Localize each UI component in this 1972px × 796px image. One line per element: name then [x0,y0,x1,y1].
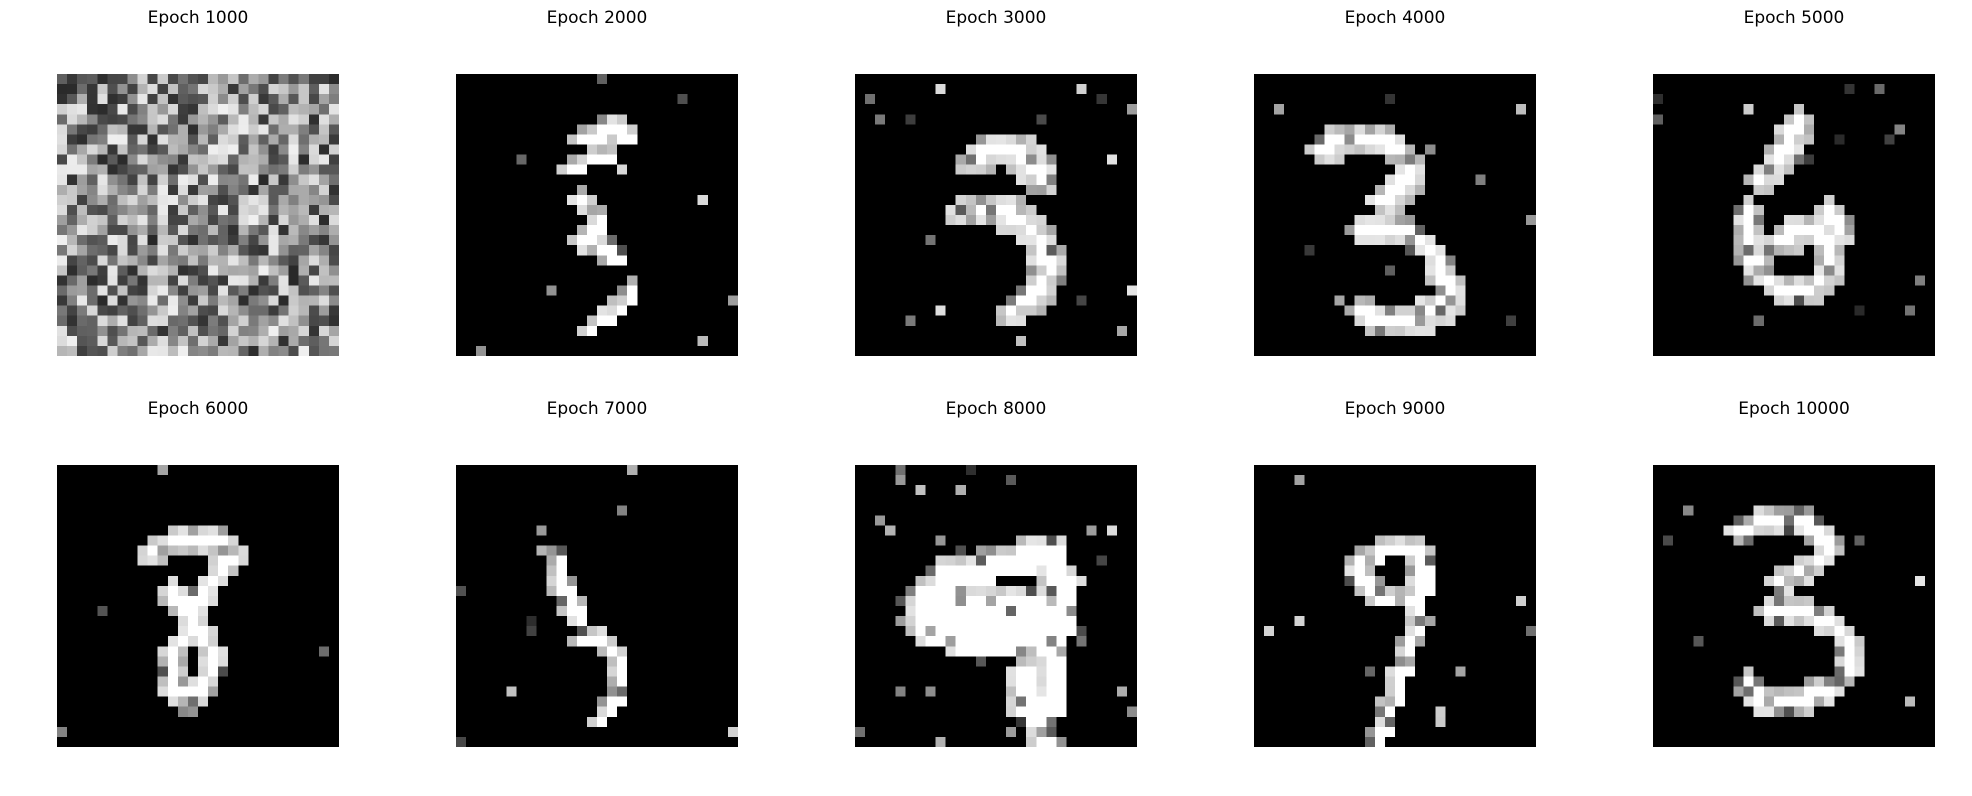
generated-digit-image [1653,465,1935,747]
panel-title: Epoch 3000 [945,8,1047,28]
panel-title: Epoch 5000 [1743,8,1845,28]
panel-title: Epoch 2000 [546,8,648,28]
generated-digit-image [1254,465,1536,747]
generated-digit-image [855,74,1137,356]
panel-title: Epoch 6000 [147,399,249,419]
panel-title: Epoch 10000 [1738,399,1850,419]
panel-title: Epoch 1000 [147,8,249,28]
generated-digit-image [1254,74,1536,356]
generated-digit-image [855,465,1137,747]
generated-digit-image [456,465,738,747]
panel-title: Epoch 8000 [945,399,1047,419]
panel-title: Epoch 9000 [1344,399,1446,419]
panel-title: Epoch 4000 [1344,8,1446,28]
generated-digit-image [57,74,339,356]
generated-digit-image [1653,74,1935,356]
generated-digit-image [57,465,339,747]
generated-digit-image [456,74,738,356]
panel-title: Epoch 7000 [546,399,648,419]
